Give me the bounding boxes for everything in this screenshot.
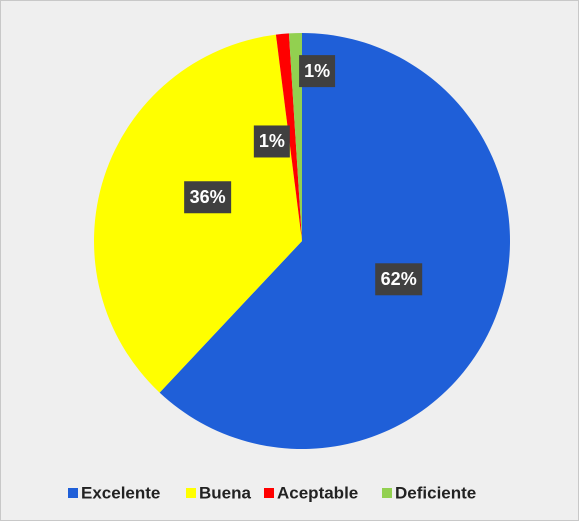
data-label: 36% — [190, 187, 226, 207]
data-label-box — [253, 125, 290, 158]
data-label: 62% — [381, 269, 417, 289]
pie-slice — [159, 33, 510, 449]
legend-swatch — [186, 488, 196, 498]
legend-label: Excelente — [81, 483, 160, 502]
data-label-box — [184, 181, 232, 214]
legend-label: Aceptable — [277, 483, 358, 502]
pie-slice — [288, 33, 302, 241]
legend-label: Deficiente — [395, 483, 476, 502]
data-label: 1% — [304, 61, 330, 81]
data-label-box — [375, 263, 423, 296]
pie-slice — [94, 34, 302, 393]
legend-swatch — [382, 488, 392, 498]
legend-swatch — [264, 488, 274, 498]
legend-label: Buena — [199, 483, 252, 502]
legend-swatch — [68, 488, 78, 498]
data-label-box — [299, 55, 336, 88]
data-label: 1% — [259, 131, 285, 151]
